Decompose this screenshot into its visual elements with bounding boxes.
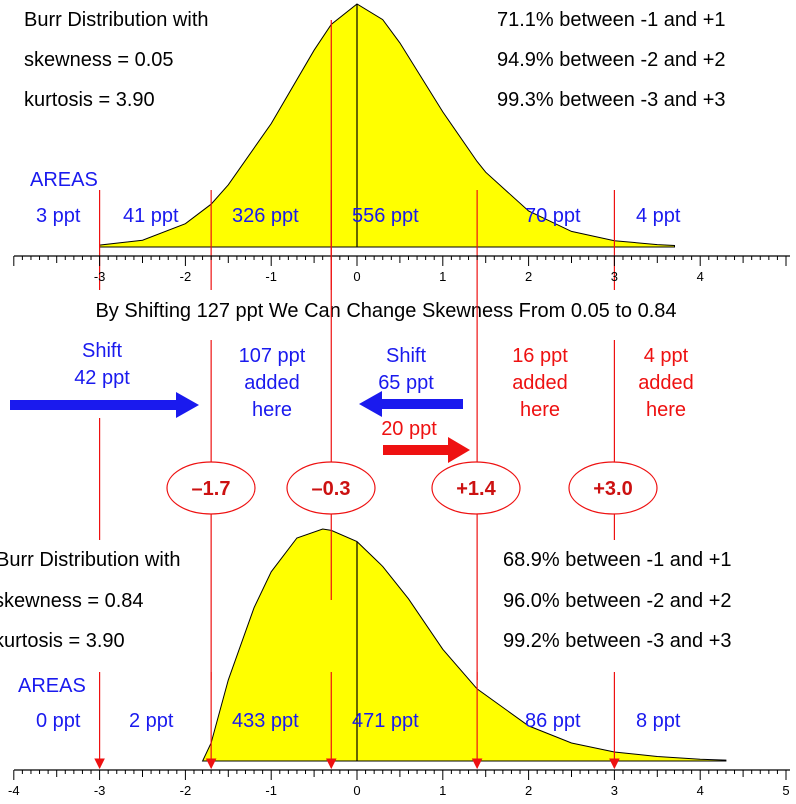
top-axis-tick-label: 4 — [697, 269, 704, 284]
added-107-label: added — [244, 372, 300, 394]
bottom-title-line: skewness = 0.84 — [0, 590, 144, 612]
shift-heading: By Shifting 127 ppt We Can Change Skewne… — [95, 300, 676, 322]
top-area-value: 4 ppt — [636, 205, 681, 227]
top-area-value: 326 ppt — [232, 205, 299, 227]
bottom-area-values: 0 ppt 2 ppt 433 ppt 471 ppt 86 ppt 8 ppt — [36, 710, 681, 732]
boundary-label: +3.0 — [593, 478, 632, 500]
top-density-curve — [99, 3, 675, 248]
top-axis-tick-label: 0 — [353, 269, 360, 284]
boundary-label: –1.7 — [192, 478, 231, 500]
top-stat: 99.3% between -3 and +3 — [497, 89, 726, 111]
boundary-ellipse — [431, 461, 521, 515]
bottom-area-value: 86 ppt — [525, 710, 581, 732]
boundary-lines — [98, 20, 616, 680]
boundary-ellipse — [568, 461, 658, 515]
bottom-area-value: 471 ppt — [352, 710, 419, 732]
added-16-label: here — [520, 399, 560, 421]
top-title-line: skewness = 0.05 — [24, 49, 174, 71]
bottom-area-value: 8 ppt — [636, 710, 681, 732]
bottom-axis-tick-label: -1 — [265, 783, 277, 798]
shift-left-arrow — [359, 391, 463, 417]
top-areas-label: AREAS — [30, 169, 98, 191]
bottom-title: Burr Distribution with skewness = 0.84 k… — [0, 549, 181, 652]
top-area-value: 70 ppt — [525, 205, 581, 227]
bottom-axis-tick-label: 5 — [782, 783, 789, 798]
top-stat: 94.9% between -2 and +2 — [497, 49, 726, 71]
bottom-axis-tick-label: -2 — [180, 783, 192, 798]
boundary-markers: –1.7 –0.3 +1.4 +3.0 — [166, 461, 658, 515]
top-chart: -3 -2 -1 0 1 2 3 4 Burr Distribution with skewn… — [13, 3, 790, 290]
shift-left-label: Shift — [82, 340, 122, 362]
top-axis-tick-label: -1 — [265, 269, 277, 284]
added-4-label: 4 ppt — [644, 345, 689, 367]
bottom-chart: -4 -3 -2 -1 0 1 2 3 4 5 Burr Distribution with sk… — [0, 528, 790, 798]
top-stats: 71.1% between -1 and +1 94.9% between -2… — [497, 9, 726, 111]
bottom-area-value: 433 ppt — [232, 710, 299, 732]
bottom-axis-tick-label: 4 — [697, 783, 704, 798]
top-area-value: 3 ppt — [36, 205, 81, 227]
top-x-axis: -3 -2 -1 0 1 2 3 4 — [13, 255, 790, 284]
top-stat: 71.1% between -1 and +1 — [497, 9, 726, 31]
added-107-label: 107 ppt — [239, 345, 306, 367]
shift-right-arrow — [10, 392, 199, 418]
shift-mid-label: Shift — [386, 345, 426, 367]
top-area-value: 41 ppt — [123, 205, 179, 227]
added-4-label: added — [638, 372, 694, 394]
bottom-areas-label: AREAS — [18, 675, 86, 697]
boundary-label: –0.3 — [312, 478, 351, 500]
top-axis-tick-label: 2 — [525, 269, 532, 284]
bottom-stat: 99.2% between -3 and +3 — [503, 630, 732, 652]
bottom-axis-tick-label: 1 — [439, 783, 446, 798]
bottom-density-curve — [201, 528, 727, 762]
added-16-label: 16 ppt — [512, 345, 568, 367]
top-title: Burr Distribution with skewness = 0.05 k… — [24, 9, 209, 111]
added-16-label: added — [512, 372, 568, 394]
shift-20-label: 20 ppt — [381, 418, 437, 440]
bottom-stats: 68.9% between -1 and +1 96.0% between -2… — [503, 549, 732, 652]
bottom-axis-tick-label: 2 — [525, 783, 532, 798]
shift-left-label: 42 ppt — [74, 367, 130, 389]
shift-20-arrow — [383, 437, 470, 463]
middle-section: By Shifting 127 ppt We Can Change Skewne… — [10, 300, 694, 515]
top-area-values: 3 ppt 41 ppt 326 ppt 556 ppt 70 ppt 4 pp… — [36, 205, 681, 227]
bottom-axis-tick-label: -3 — [94, 783, 106, 798]
boundary-label: +1.4 — [456, 478, 496, 500]
added-4-label: here — [646, 399, 686, 421]
top-axis-tick-label: 3 — [611, 269, 618, 284]
top-area-value: 556 ppt — [352, 205, 419, 227]
bottom-x-axis: -4 -3 -2 -1 0 1 2 3 4 5 — [8, 769, 790, 798]
bottom-axis-tick-label: -4 — [8, 783, 20, 798]
bottom-stat: 68.9% between -1 and +1 — [503, 549, 732, 571]
added-107-label: here — [252, 399, 292, 421]
bottom-divider-lines — [94, 541, 620, 770]
top-title-line: kurtosis = 3.90 — [24, 89, 155, 111]
bottom-axis-tick-label: 3 — [611, 783, 618, 798]
bottom-area-value: 2 ppt — [129, 710, 174, 732]
top-axis-tick-label: -3 — [94, 269, 106, 284]
bottom-area-value: 0 ppt — [36, 710, 81, 732]
bottom-title-line: Burr Distribution with — [0, 549, 181, 571]
top-axis-tick-label: 1 — [439, 269, 446, 284]
top-axis-tick-label: -2 — [180, 269, 192, 284]
top-title-line: Burr Distribution with — [24, 9, 209, 31]
bottom-axis-tick-label: 0 — [353, 783, 360, 798]
shift-mid-label: 65 ppt — [378, 372, 434, 394]
bottom-title-line: kurtosis = 3.90 — [0, 630, 125, 652]
bottom-stat: 96.0% between -2 and +2 — [503, 590, 732, 612]
